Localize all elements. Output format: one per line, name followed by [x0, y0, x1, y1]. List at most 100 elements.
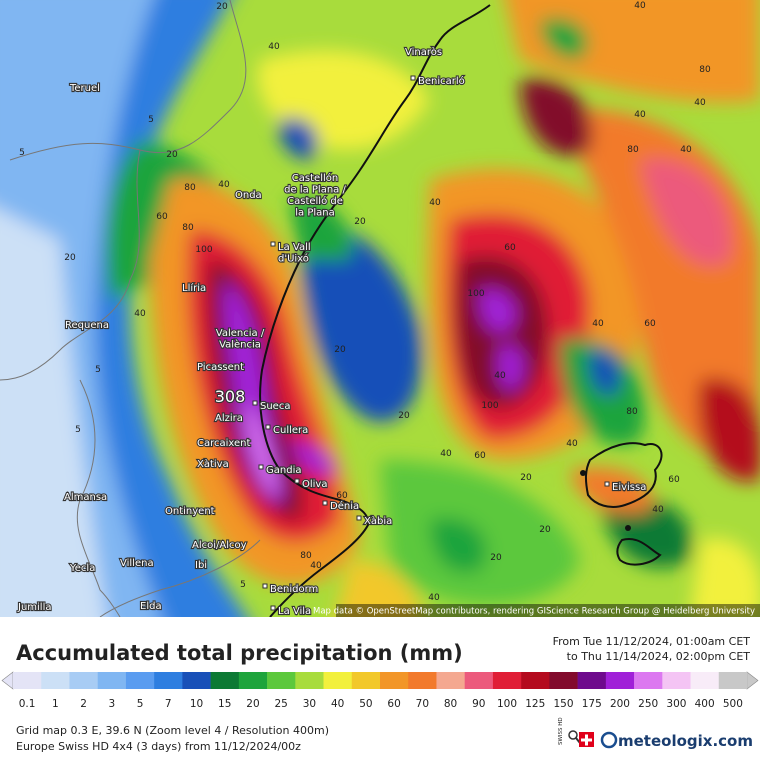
- scale-swatch: [210, 672, 240, 689]
- contour-label: 40: [440, 449, 452, 459]
- scale-label: 80: [444, 698, 457, 710]
- place-label: Oliva: [302, 479, 327, 490]
- footer-line: Grid map 0.3 E, 39.6 N (Zoom level 4 / R…: [16, 724, 329, 737]
- place-label: València: [219, 339, 261, 351]
- place-label: Alzira: [215, 413, 243, 424]
- scale-swatch: [323, 672, 353, 689]
- brand-icon: [600, 731, 618, 749]
- place-label: Requena: [65, 320, 109, 331]
- scale-label: 7: [165, 698, 172, 710]
- place-label: Onda: [235, 190, 262, 201]
- place-label: Alcoi/Alcoy: [192, 540, 247, 551]
- scale-label: 150: [553, 698, 573, 710]
- contour-label: 60: [336, 491, 348, 501]
- scale-label: 1: [52, 698, 59, 710]
- scale-label: 90: [472, 698, 485, 710]
- scale-label: 200: [610, 698, 630, 710]
- contour-label: 100: [467, 289, 484, 299]
- place-label: Cullera: [273, 425, 308, 436]
- contour-label: 60: [156, 212, 168, 222]
- place-label: Castellón: [292, 172, 338, 184]
- contour-label: 100: [195, 245, 212, 255]
- place-label: Vinaròs: [405, 46, 442, 58]
- scale-label: 2: [80, 698, 87, 710]
- scale-label: 50: [359, 698, 372, 710]
- scale-label: 20: [246, 698, 259, 710]
- scale-swatch: [182, 672, 211, 689]
- scale-swatch: [69, 672, 98, 689]
- place-label: Picassent: [197, 362, 244, 373]
- contour-label: 80: [627, 145, 639, 155]
- place-label: Ibi: [195, 560, 207, 571]
- contour-label: 20: [490, 553, 502, 563]
- scale-swatch: [577, 672, 607, 689]
- contour-label: 60: [504, 243, 516, 253]
- place-label: Ontinyent: [165, 506, 215, 517]
- place-label: Llíria: [182, 282, 206, 294]
- place-label: Elda: [140, 601, 162, 612]
- place-dot: [294, 478, 300, 484]
- place-dot: [604, 481, 610, 487]
- scale-swatch: [605, 672, 635, 689]
- islet: [625, 525, 631, 531]
- footer-line: Europe Swiss HD 4x4 (3 days) from 11/12/…: [16, 740, 301, 753]
- scale-label: 5: [137, 698, 144, 710]
- scale-swatch: [436, 672, 465, 689]
- scale-label: 300: [666, 698, 686, 710]
- place-label: d'Uixó: [278, 253, 309, 265]
- scale-label: 400: [695, 698, 715, 710]
- place-dot: [252, 400, 258, 406]
- borders: [0, 0, 261, 617]
- place-label: Benidorm: [270, 584, 318, 595]
- place-label: Xàbia: [364, 515, 392, 527]
- place-label: Teruel: [69, 83, 100, 94]
- scale-label: 125: [525, 698, 545, 710]
- place-label: de la Plana /: [284, 185, 346, 196]
- contour-label: 40: [310, 561, 322, 571]
- scale-label: 25: [275, 698, 288, 710]
- scale-swatch: [13, 672, 42, 689]
- scale-swatch: [154, 672, 183, 689]
- scale-swatch: [492, 672, 522, 689]
- scale-label: 100: [497, 698, 517, 710]
- place-label: Almansa: [64, 492, 107, 503]
- attribution-bg: [336, 604, 760, 617]
- scale-swatch: [549, 672, 578, 689]
- attribution: Map data © OpenStreetMap contributors, r…: [313, 607, 755, 617]
- island: [584, 442, 663, 508]
- scale-arrow: [1, 671, 14, 690]
- place-label: Dénia: [330, 500, 359, 512]
- scale-swatch: [521, 672, 550, 689]
- contour-label: 40: [218, 180, 230, 190]
- place-label: La Vall: [278, 242, 311, 253]
- island: [616, 538, 662, 566]
- contour-label: 20: [334, 345, 346, 355]
- contour-label: 40: [429, 198, 441, 208]
- place-label: Yecla: [69, 563, 95, 574]
- scale-label: 60: [387, 698, 400, 710]
- scale-swatch: [125, 672, 155, 689]
- place-label: Eivissa: [612, 482, 646, 493]
- scale-swatch: [634, 672, 663, 689]
- scale-swatch: [295, 672, 324, 689]
- scale-label: 10: [190, 698, 203, 710]
- place-label: Sueca: [260, 401, 290, 412]
- contour-label: 5: [240, 580, 246, 590]
- scale-swatch: [690, 672, 720, 689]
- scale-swatch: [408, 672, 437, 689]
- coastline: [259, 4, 491, 617]
- place-label: La Vila: [278, 606, 311, 617]
- contour-label: 5: [95, 365, 101, 375]
- contour-label: 40: [268, 42, 280, 52]
- place-label: la Plana: [295, 208, 335, 219]
- place-dot: [410, 75, 416, 81]
- contour-label: 40: [652, 505, 664, 515]
- scale-label: 500: [723, 698, 743, 710]
- place-label: Benicarló: [418, 75, 465, 87]
- scale-label: 15: [218, 698, 231, 710]
- contour-label: 60: [474, 451, 486, 461]
- scale-label: 70: [416, 698, 429, 710]
- contour-label: 40: [494, 371, 506, 381]
